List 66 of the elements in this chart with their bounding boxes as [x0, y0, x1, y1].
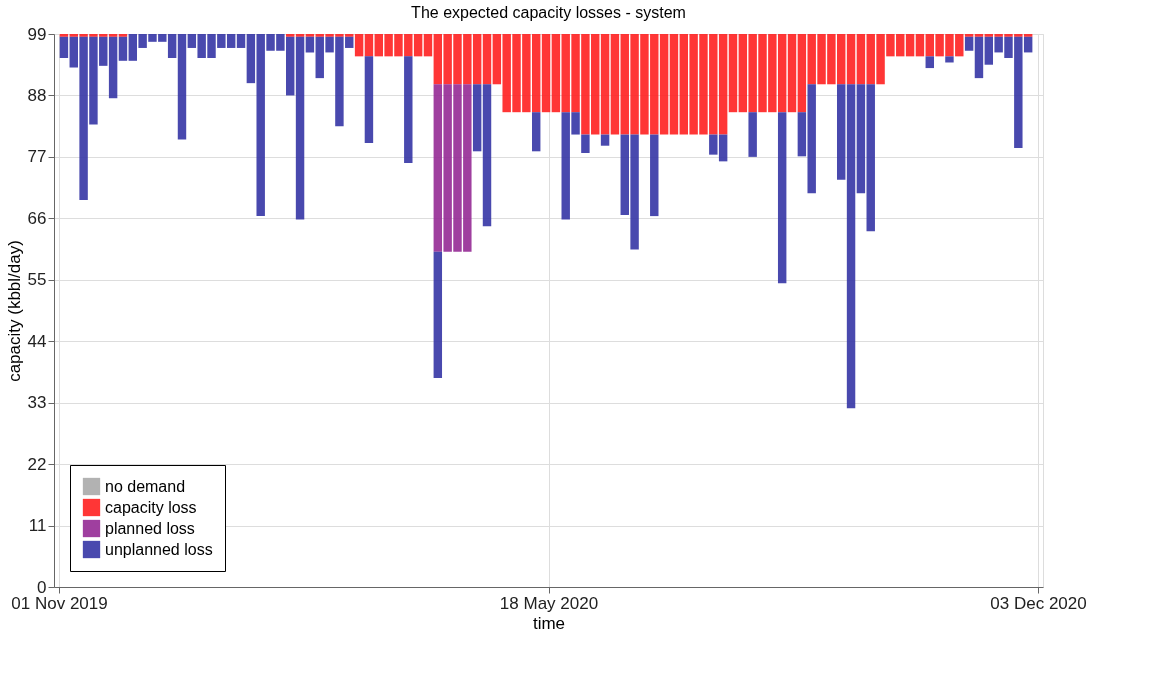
bar: [354, 34, 364, 57]
y-axis-title: capacity (kbbl/day): [4, 240, 24, 382]
bar: [846, 34, 856, 85]
bar: [964, 36, 974, 51]
bar: [404, 56, 413, 164]
bar: [787, 34, 797, 113]
bar: [581, 134, 590, 153]
x-tick-label: 03 Dec 2020: [990, 593, 1087, 613]
x-axis-title: time: [532, 613, 566, 633]
bar: [59, 36, 69, 59]
y-tick-label: 66: [27, 208, 47, 228]
legend-label: capacity loss: [105, 498, 197, 516]
bar: [108, 34, 118, 37]
y-tick-label: 77: [27, 147, 47, 167]
bar: [286, 34, 295, 37]
y-tick-label: 22: [27, 454, 47, 474]
bar: [600, 34, 610, 135]
bar: [748, 112, 757, 157]
bar: [974, 36, 984, 79]
x-tick-label: 18 May 2020: [499, 593, 599, 613]
bar: [905, 34, 915, 57]
bar: [650, 134, 659, 217]
y-tick-label: 99: [27, 24, 47, 44]
bar: [423, 34, 433, 57]
bar: [236, 34, 246, 48]
bar: [856, 84, 866, 194]
bar: [364, 56, 374, 143]
legend-label: planned loss: [105, 519, 195, 537]
bar: [846, 84, 856, 409]
legend-label: unplanned loss: [105, 540, 213, 558]
bar: [295, 36, 305, 220]
bar: [108, 36, 118, 99]
bar: [295, 34, 305, 37]
bar: [925, 56, 934, 69]
bar: [945, 56, 954, 63]
bar: [856, 34, 866, 85]
bar: [433, 251, 443, 379]
bar: [610, 34, 620, 135]
bar: [669, 34, 679, 135]
bar: [541, 34, 551, 113]
bar: [177, 34, 187, 140]
bar: [837, 84, 846, 180]
legend-label: no demand: [105, 477, 186, 495]
bar: [659, 34, 669, 135]
bar: [600, 134, 610, 146]
y-tick-label: 44: [27, 331, 47, 351]
bar: [915, 34, 925, 57]
y-tick-label: 33: [27, 393, 47, 413]
bar: [531, 112, 541, 152]
y-tick-label: 11: [28, 516, 47, 536]
bar: [482, 34, 492, 85]
bar: [118, 34, 128, 37]
bar: [305, 34, 315, 37]
bar: [777, 112, 787, 284]
bar: [59, 34, 69, 37]
bar: [482, 84, 492, 227]
bar: [118, 36, 128, 61]
bar: [305, 36, 315, 53]
y-tick-label: 88: [27, 85, 47, 105]
bar: [974, 34, 984, 37]
chart-title: The expected capacity losses - system: [411, 4, 686, 21]
bar: [728, 34, 738, 113]
bar: [472, 84, 482, 152]
y-tick-label: 55: [27, 270, 47, 290]
bar: [364, 34, 374, 57]
bar: [866, 84, 875, 232]
